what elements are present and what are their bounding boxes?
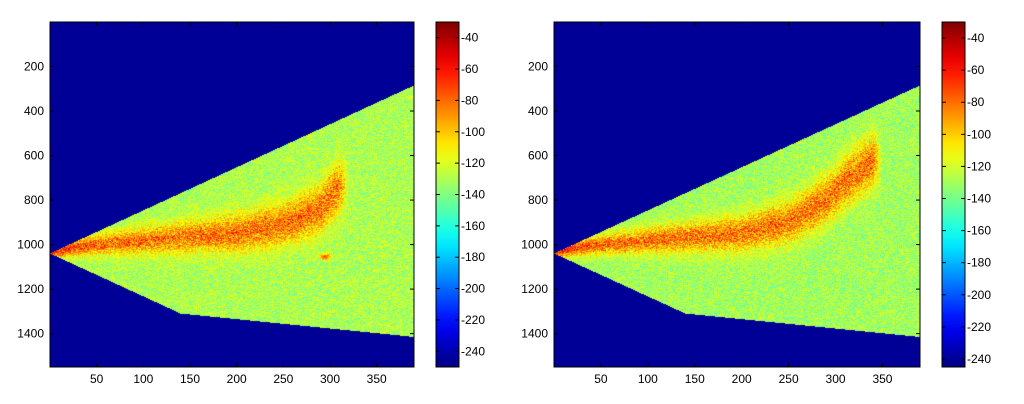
colorbar-tick-label: -120: [461, 156, 485, 170]
y-tick-label: 600: [24, 149, 44, 163]
colorbar-tick-label: -220: [461, 313, 485, 327]
heatmap-image: [50, 22, 414, 367]
left-heatmap-panel: 50 100 150 200 250 300 350 200 400 600 800 1000 1200…: [17, 21, 485, 386]
x-tick-label: 200: [732, 372, 752, 386]
x-tick-label: 350: [367, 372, 387, 386]
x-tick-label: 100: [133, 372, 153, 386]
x-tick-label: 150: [685, 372, 705, 386]
colorbar-tick-label: -100: [967, 127, 991, 141]
x-tick-label: 200: [227, 372, 247, 386]
y-tick-label: 200: [24, 60, 44, 74]
x-tick-label: 350: [872, 372, 892, 386]
colorbar-tick-label: -200: [967, 288, 991, 302]
y-tick-label: 1400: [521, 327, 548, 341]
y-tick-label: 1400: [17, 327, 44, 341]
colorbar-gradient: [436, 22, 459, 367]
x-tick-label: 250: [273, 372, 293, 386]
colorbar-tick-label: -40: [461, 31, 479, 45]
heatmap-image: [554, 22, 920, 367]
colorbar-tick-label: -160: [461, 219, 485, 233]
x-tick-label: 50: [90, 372, 104, 386]
colorbar-tick-label: -200: [461, 282, 485, 296]
right-heatmap-panel: 50 100 150 200 250 300 350 200 400 600 800 1000 1200…: [521, 21, 991, 386]
plot-frame: [553, 21, 921, 368]
y-tick-label: 200: [528, 60, 548, 74]
x-tick-label: 300: [826, 372, 846, 386]
y-tick-label: 400: [24, 104, 44, 118]
colorbar-tick-label: -40: [967, 31, 985, 45]
y-tick-label: 400: [528, 104, 548, 118]
x-tick-label: 300: [320, 372, 340, 386]
y-tick-label: 800: [24, 193, 44, 207]
colorbar-tick-label: -160: [967, 224, 991, 238]
y-tick-label: 1000: [17, 238, 44, 252]
colorbar-frame: [941, 21, 966, 368]
colorbar-tick-label: -60: [967, 63, 985, 77]
y-tick-label: 600: [528, 149, 548, 163]
colorbar-tick-label: -180: [967, 256, 991, 270]
colorbar-gradient: [942, 22, 965, 367]
x-tick-label: 100: [638, 372, 658, 386]
colorbar-tick-label: -60: [461, 62, 479, 76]
x-tick-label: 250: [779, 372, 799, 386]
x-tick-label: 50: [594, 372, 608, 386]
colorbar-tick-label: -140: [967, 192, 991, 206]
colorbar-tick-label: -180: [461, 250, 485, 264]
x-tick-label: 150: [180, 372, 200, 386]
colorbar-tick-label: -140: [461, 188, 485, 202]
y-tick-label: 1200: [17, 282, 44, 296]
colorbar-tick-label: -220: [967, 320, 991, 334]
plot-frame: [49, 21, 415, 368]
colorbar-tick-label: -240: [461, 344, 485, 358]
y-tick-label: 800: [528, 193, 548, 207]
colorbar-tick-label: -120: [967, 159, 991, 173]
colorbar-tick-label: -100: [461, 125, 485, 139]
colorbar-tick-label: -80: [967, 95, 985, 109]
colorbar-tick-label: -240: [967, 352, 991, 366]
y-tick-label: 1000: [521, 238, 548, 252]
colorbar-tick-label: -80: [461, 93, 479, 107]
y-tick-label: 1200: [521, 282, 548, 296]
